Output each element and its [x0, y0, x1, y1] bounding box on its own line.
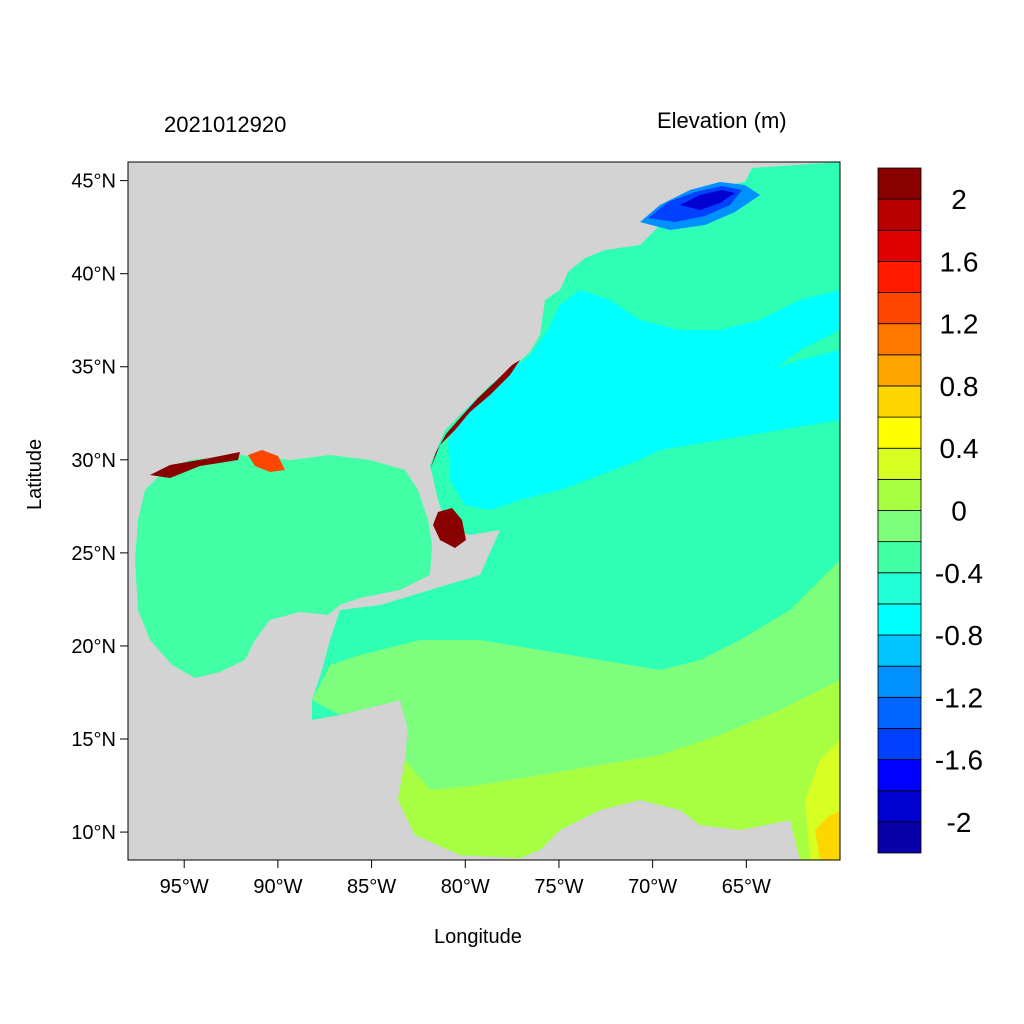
x-tick-label: 80°W — [441, 876, 490, 898]
colorbar-swatch — [877, 416, 922, 449]
colorbar-swatch — [877, 821, 922, 854]
gulf-coast-surge — [248, 450, 285, 472]
colorbar-label: -1.2 — [935, 682, 983, 713]
y-tick-label: 35°N — [71, 357, 116, 379]
colorbar-swatch — [877, 665, 922, 698]
colorbar-label: 1.2 — [940, 309, 979, 340]
variable-title: Elevation (m) — [657, 108, 787, 133]
timestamp-title: 2021012920 — [164, 112, 287, 137]
x-tick-label: 70°W — [628, 876, 677, 898]
colorbar-swatch — [877, 354, 922, 387]
colorbar-label: -0.8 — [935, 620, 983, 651]
y-tick-label: 40°N — [71, 264, 116, 286]
y-tick-label: 10°N — [71, 822, 116, 844]
colorbar-label: 0 — [951, 496, 967, 527]
colorbar-label: -1.6 — [935, 745, 983, 776]
map-area — [128, 162, 840, 860]
x-tick-label: 85°W — [347, 876, 396, 898]
colorbar-swatch — [877, 572, 922, 605]
colorbar-swatch — [877, 478, 922, 511]
colorbar-label: 1.6 — [940, 246, 979, 277]
y-tick-label: 30°N — [71, 450, 116, 472]
colorbar-swatch — [877, 229, 922, 262]
colorbar-swatch — [877, 385, 922, 418]
x-tick-label: 65°W — [722, 876, 771, 898]
louisiana-surge-dark — [150, 452, 240, 478]
southern-caribbean-band — [398, 680, 840, 860]
gulf-of-mexico — [135, 455, 432, 678]
colorbar: 2 1.6 1.2 0.8 0.4 0 -0.4 -0.8 -1.2 -1.6 -2 — [877, 167, 983, 854]
colorbar-swatch — [877, 634, 922, 667]
y-tick-label: 45°N — [71, 171, 116, 193]
colorbar-swatch — [877, 728, 922, 760]
colorbar-label: 0.8 — [940, 371, 979, 402]
x-axis-label: Longitude — [434, 926, 522, 948]
colorbar-label: -2 — [947, 807, 972, 838]
colorbar-label: -0.4 — [935, 558, 983, 589]
y-tick-label: 15°N — [71, 729, 116, 751]
colorbar-label: 2 — [951, 184, 967, 215]
colorbar-swatch — [877, 510, 922, 543]
colorbar-swatch — [877, 198, 922, 231]
axes: 95°W 90°W 85°W 80°W 75°W 70°W 65°W 45°N 40°N 35°N… — [71, 171, 771, 898]
plot-frame — [127, 161, 841, 861]
atlantic-coast-surge — [430, 360, 520, 470]
colorbar-swatch — [877, 696, 922, 729]
colorbar-swatch — [877, 167, 922, 200]
south-atlantic-low — [560, 350, 840, 450]
y-tick-label: 25°N — [71, 543, 116, 565]
colorbar-swatch — [877, 323, 922, 356]
colorbar-swatch — [877, 261, 922, 293]
colorbar-swatch — [877, 790, 922, 823]
gulf-of-maine-min — [680, 190, 735, 210]
colorbar-swatch — [877, 603, 922, 636]
x-tick-label: 90°W — [253, 876, 302, 898]
x-tick-label: 75°W — [534, 876, 583, 898]
colorbar-swatch — [877, 541, 922, 574]
southeast-corner-peak — [815, 812, 840, 860]
colorbar-swatch — [877, 447, 922, 480]
y-tick-label: 20°N — [71, 636, 116, 658]
colorbar-swatch — [877, 292, 922, 325]
colorbar-label: 0.4 — [940, 433, 979, 464]
y-axis-label: Latitude — [24, 438, 46, 510]
x-tick-label: 95°W — [160, 876, 209, 898]
colorbar-swatch — [877, 759, 922, 792]
south-florida-surge — [433, 508, 466, 548]
